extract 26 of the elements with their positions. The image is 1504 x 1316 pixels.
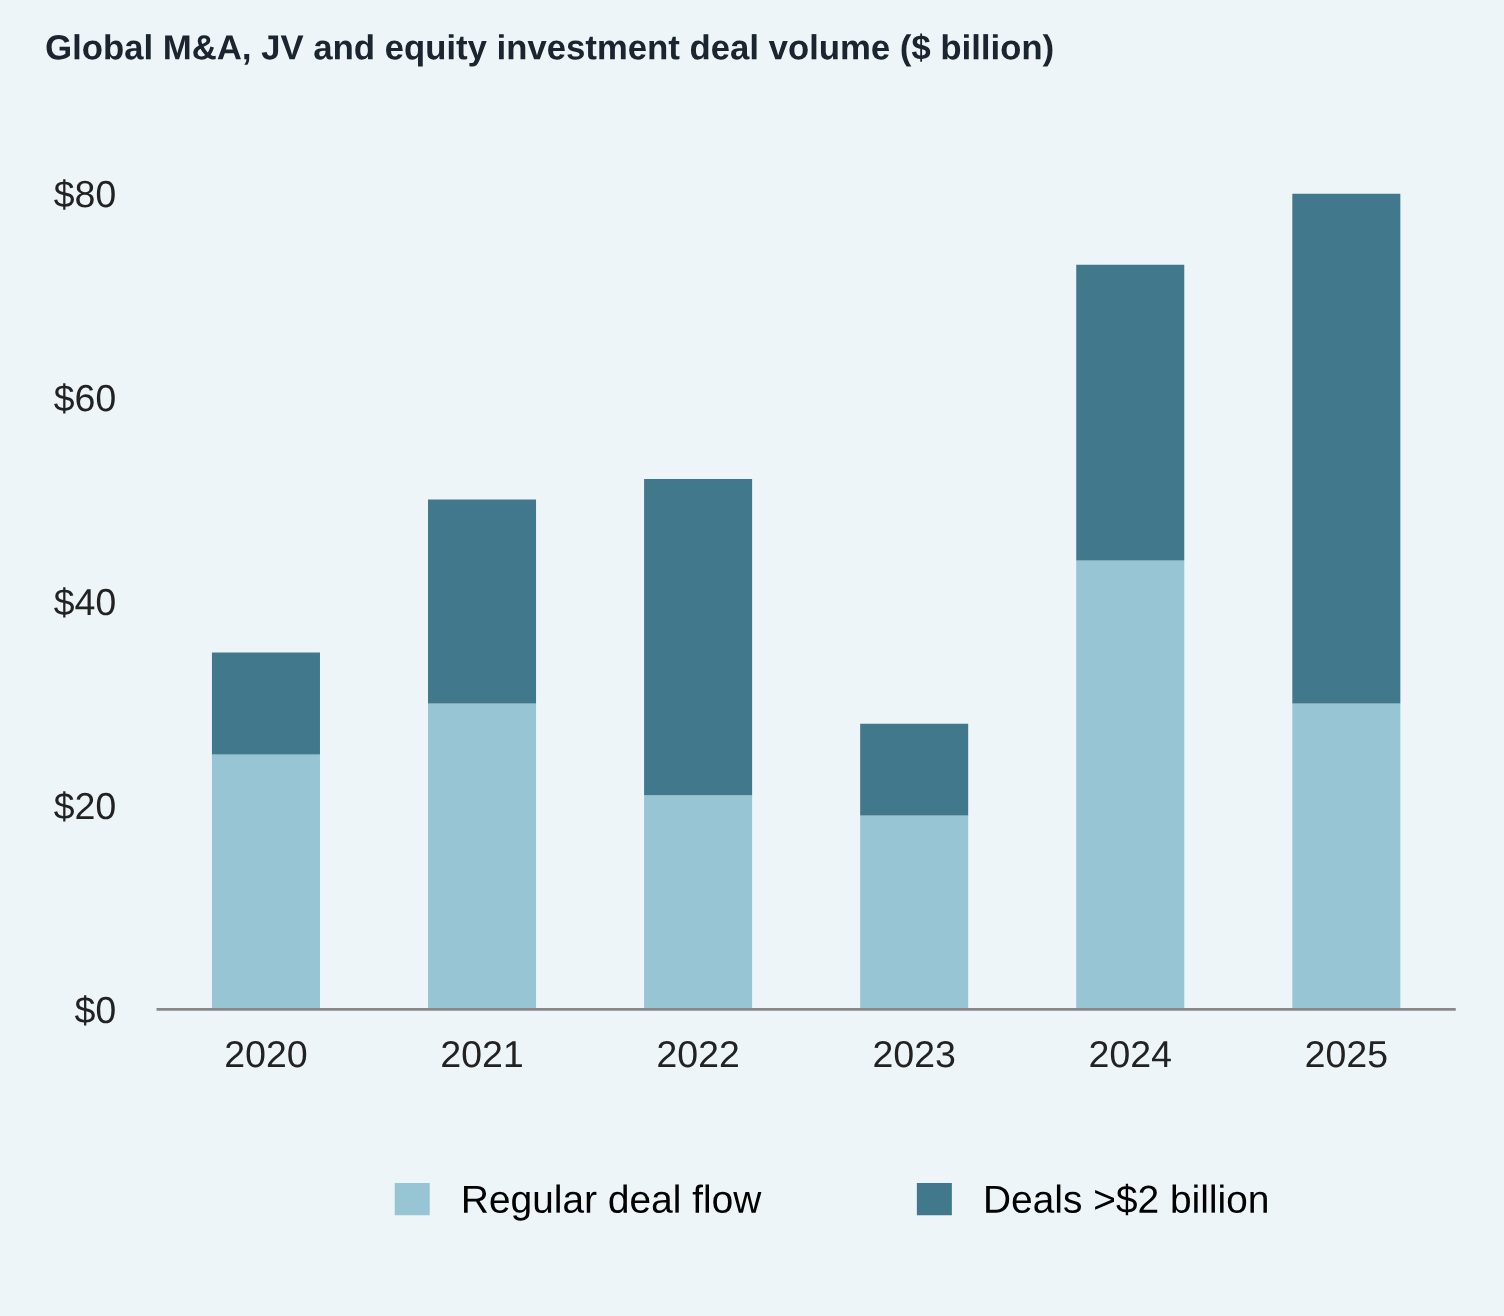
- bar: [860, 815, 969, 1010]
- y-tick-label: $20: [54, 791, 115, 822]
- bar: [211, 754, 320, 1010]
- y-tick-label: $40: [54, 587, 115, 618]
- y-tick-label: $80: [54, 179, 115, 210]
- x-tick-label: 2025: [1306, 1040, 1387, 1068]
- bar: [1076, 560, 1185, 1010]
- bar: [428, 499, 537, 704]
- x-tick-label: 2022: [658, 1040, 738, 1068]
- bar: [1076, 264, 1185, 561]
- x-tick-label: 2023: [874, 1040, 955, 1068]
- bar: [1292, 193, 1401, 704]
- bar: [211, 652, 320, 755]
- legend-label: Deals >$2 billion: [986, 1183, 1267, 1216]
- bar: [1292, 703, 1401, 1010]
- legend-label: Regular deal flow: [464, 1184, 762, 1221]
- y-tick-label: $60: [54, 383, 115, 414]
- bar: [644, 795, 753, 1010]
- bar: [860, 723, 969, 816]
- bar: [644, 479, 753, 796]
- chart-title: Global M&A, JV and equity investment deal volume ($ billion): [46, 33, 1053, 67]
- x-tick-label: 2024: [1090, 1040, 1171, 1068]
- bar: [428, 703, 537, 1010]
- x-tick-label: 2020: [226, 1040, 307, 1068]
- x-tick-label: 2021: [442, 1040, 522, 1068]
- y-tick-label: $0: [74, 995, 115, 1026]
